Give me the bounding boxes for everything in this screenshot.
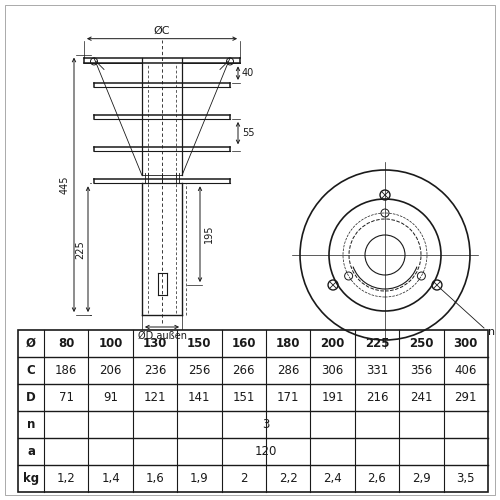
Text: 250: 250	[409, 337, 434, 350]
Text: 71: 71	[58, 391, 74, 404]
Text: 241: 241	[410, 391, 432, 404]
Text: 300: 300	[454, 337, 478, 350]
Text: 141: 141	[188, 391, 210, 404]
Text: 180: 180	[276, 337, 300, 350]
Text: 331: 331	[366, 364, 388, 377]
Text: 286: 286	[277, 364, 299, 377]
Text: a: a	[27, 445, 35, 458]
Text: 3: 3	[262, 418, 270, 431]
Text: 266: 266	[232, 364, 255, 377]
Text: kg: kg	[23, 472, 39, 485]
Text: 171: 171	[277, 391, 299, 404]
Text: 1,9: 1,9	[190, 472, 209, 485]
Text: 236: 236	[144, 364, 166, 377]
Text: 191: 191	[322, 391, 344, 404]
Text: Ø: Ø	[26, 337, 36, 350]
Text: 200: 200	[320, 337, 345, 350]
Text: 206: 206	[100, 364, 122, 377]
Text: 1,2: 1,2	[57, 472, 76, 485]
Text: 151: 151	[232, 391, 255, 404]
Text: 3,5: 3,5	[456, 472, 475, 485]
Text: 445: 445	[60, 176, 70, 194]
Text: n: n	[27, 418, 35, 431]
Text: 91: 91	[103, 391, 118, 404]
Text: 356: 356	[410, 364, 432, 377]
Text: 216: 216	[366, 391, 388, 404]
Text: 80: 80	[58, 337, 74, 350]
Text: 225: 225	[75, 240, 85, 258]
Text: C: C	[26, 364, 36, 377]
Text: ØD außen: ØD außen	[138, 331, 186, 341]
Text: 160: 160	[232, 337, 256, 350]
Text: 186: 186	[55, 364, 78, 377]
Text: 195: 195	[204, 225, 214, 244]
Text: 55: 55	[242, 128, 254, 138]
Bar	[45, 412, 487, 437]
Text: D: D	[26, 391, 36, 404]
Text: 2,4: 2,4	[323, 472, 342, 485]
Text: 291: 291	[454, 391, 477, 404]
Text: 2,2: 2,2	[279, 472, 297, 485]
Text: n: n	[488, 327, 496, 337]
Bar	[18, 330, 488, 492]
Text: 306: 306	[322, 364, 344, 377]
Text: 2,9: 2,9	[412, 472, 431, 485]
Text: 2: 2	[240, 472, 248, 485]
Text: 100: 100	[98, 337, 123, 350]
Text: 256: 256	[188, 364, 210, 377]
Text: 150: 150	[187, 337, 212, 350]
Text: ØC: ØC	[154, 26, 170, 36]
Text: 406: 406	[454, 364, 477, 377]
Text: 1,6: 1,6	[146, 472, 165, 485]
Text: 225: 225	[365, 337, 389, 350]
Bar	[45, 439, 487, 464]
Text: 2,6: 2,6	[368, 472, 386, 485]
Text: 130: 130	[143, 337, 167, 350]
Text: 1,4: 1,4	[101, 472, 120, 485]
Text: 40: 40	[242, 68, 254, 78]
Text: 121: 121	[144, 391, 166, 404]
Text: 120: 120	[255, 445, 277, 458]
